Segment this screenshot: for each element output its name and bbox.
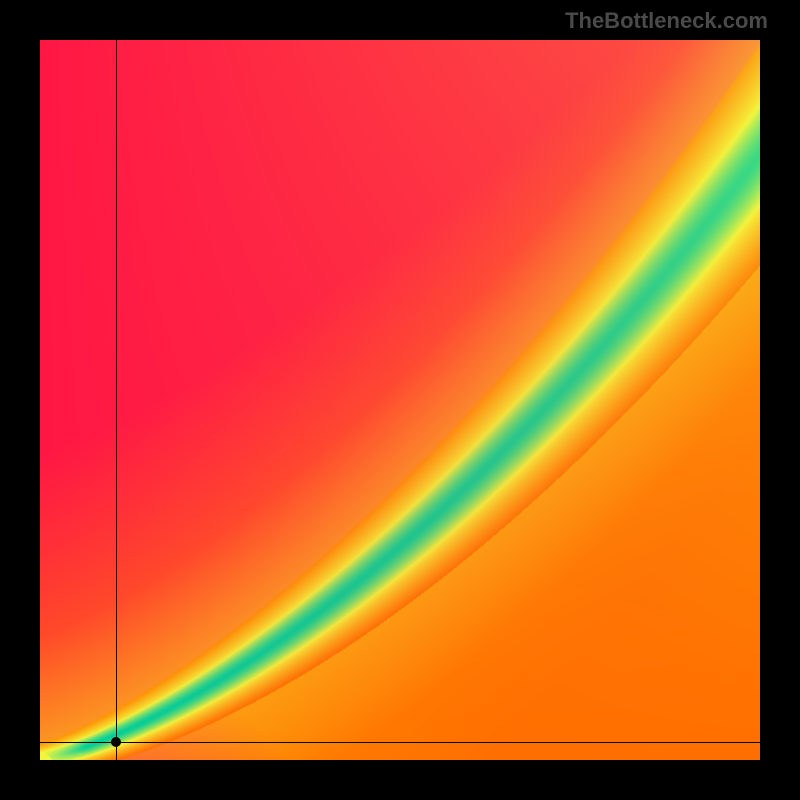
crosshair-horizontal-line [40, 742, 760, 743]
bottleneck-heatmap [40, 40, 760, 760]
heatmap-plot-area [40, 40, 760, 760]
crosshair-vertical-line [116, 40, 117, 760]
watermark-text: TheBottleneck.com [565, 8, 768, 34]
crosshair-marker-dot [111, 737, 121, 747]
